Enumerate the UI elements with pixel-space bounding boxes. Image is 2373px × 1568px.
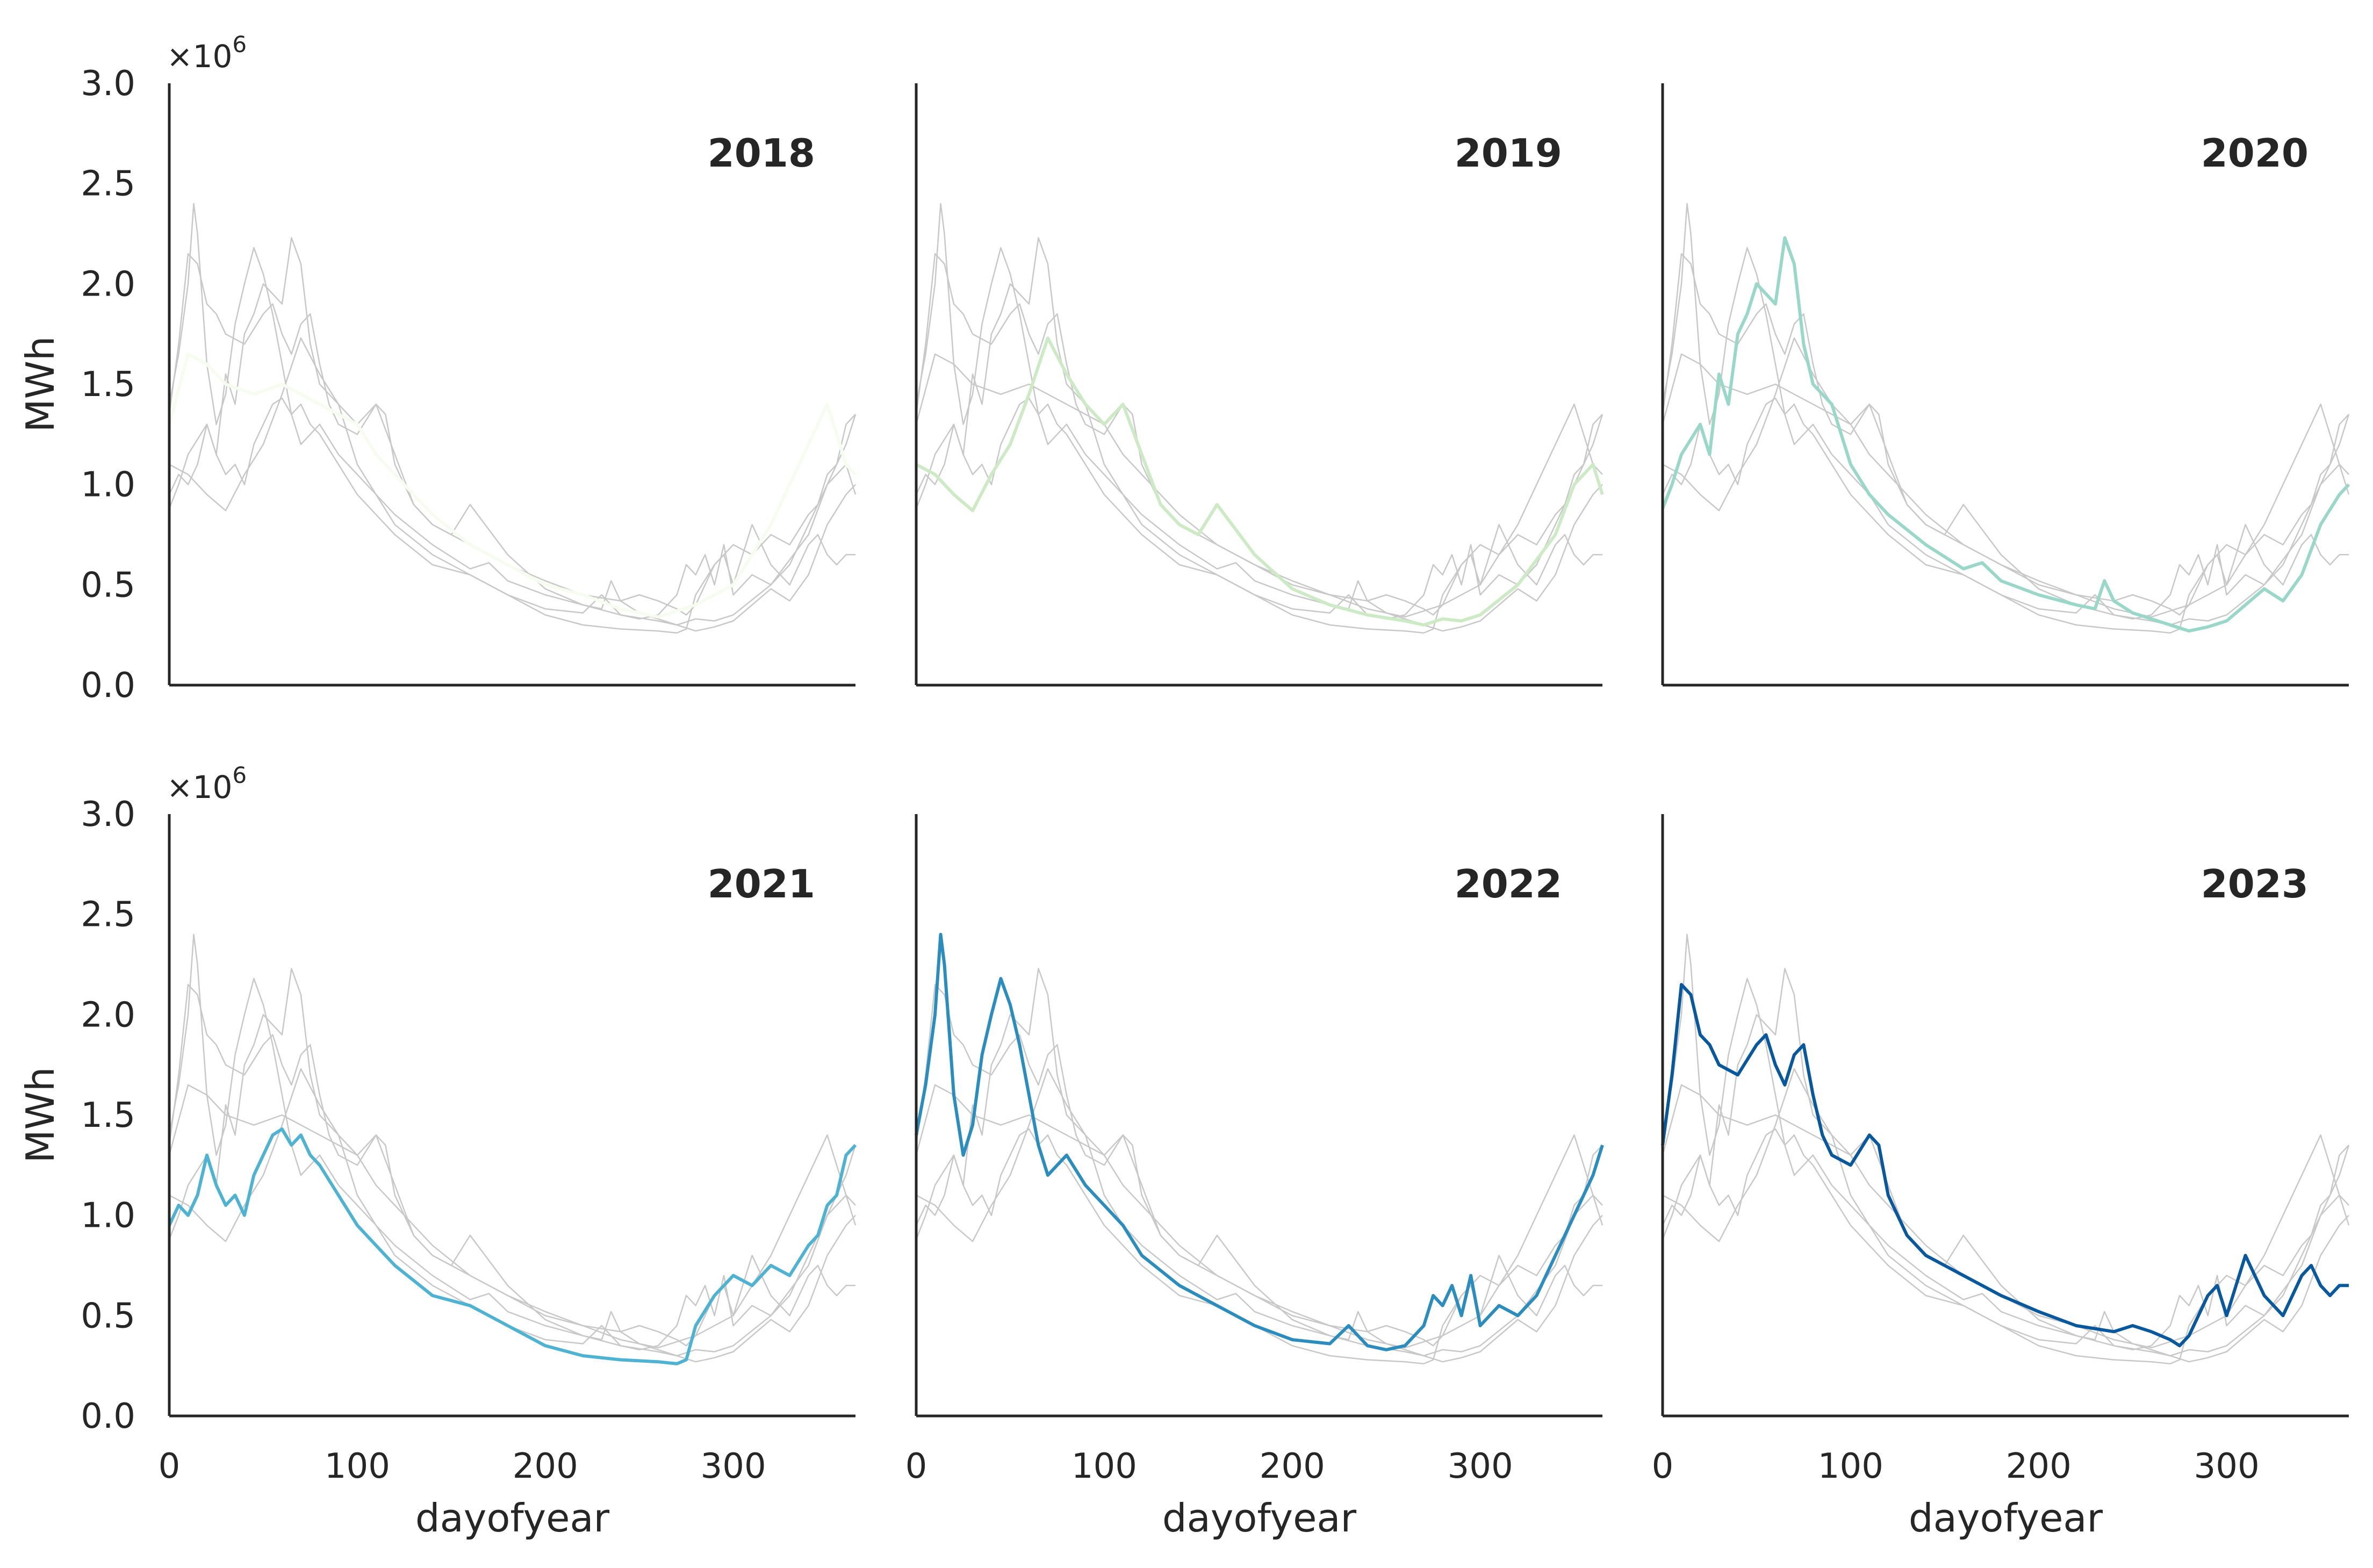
y-axis-title: MWh [18,1067,63,1163]
panel-2020: 2020 [1661,83,2350,687]
y-scale-label: ×106 [167,762,247,805]
y-tick-label: 1.5 [81,365,135,405]
highlight-line-2021 [168,1127,857,1365]
background-line-2023 [915,984,1602,1347]
x-tick-label: 300 [2194,1447,2260,1486]
y-tick-label: 1.0 [81,1196,135,1236]
x-tick-label: 200 [1260,1447,1325,1486]
x-tick-label: 100 [1072,1447,1137,1486]
x-axis-title: dayofyear [415,1495,610,1541]
y-tick-label: 1.5 [81,1096,135,1135]
background-line-2020 [915,968,1603,1363]
highlight-line-2023 [1661,983,2349,1348]
y-tick-label: 0.0 [81,666,135,706]
panel-2022: 2022 0 100 200 300 dayofyear [905,814,1604,1541]
y-tick-label: 0.5 [81,565,135,605]
panel-2019: 2019 [915,83,1604,687]
x-tick-label: 0 [905,1447,927,1486]
x-axis-title: dayofyear [1909,1495,2103,1541]
x-tick-label: 100 [1818,1447,1883,1486]
background-line-2021 [168,397,856,634]
background-line-2020 [915,237,1603,632]
background-line-2023 [168,984,855,1347]
background-line-2021 [1662,397,2349,634]
x-tick-label: 100 [325,1447,390,1486]
background-line-2018 [915,1084,1603,1349]
x-tick-label: 200 [513,1447,578,1486]
highlight-line-2022 [915,933,1604,1351]
background-line-2023 [168,253,855,616]
background-line-2020 [1662,968,2349,1363]
background-line-2021 [915,397,1603,634]
y-axis-title: MWh [18,336,63,433]
highlight-line-2019 [915,336,1604,627]
background-line-2022 [168,203,857,620]
y-tick-label: 2.5 [81,895,135,935]
background-line-2023 [1662,253,2349,616]
background-line-2022 [1662,933,2350,1351]
x-tick-label: 200 [2006,1447,2072,1486]
panel-title-2019: 2019 [1455,131,1562,176]
y-tick-label: 3.0 [81,795,135,835]
highlight-line-2020 [1661,236,2350,633]
panel-2021: 2021 0.0 0.5 1.0 1.5 2.0 2.5 3.0 ×106 MWh 0 100 200 3… [18,762,857,1541]
background-line-2020 [168,237,856,632]
highlight-line-2018 [168,353,857,619]
y-tick-label: 0.0 [81,1397,135,1436]
background-line-2018 [915,353,1603,618]
x-tick-label: 300 [701,1447,766,1486]
y-tick-label: 2.5 [81,164,135,204]
background-line-2021 [915,1128,1603,1365]
background-line-2018 [1662,353,2349,618]
y-tick-label: 2.0 [81,995,135,1035]
y-tick-label: 1.0 [81,465,135,505]
background-line-2020 [168,968,856,1363]
panel-title-2020: 2020 [2201,131,2309,176]
panel-title-2023: 2023 [2201,861,2309,907]
background-line-2022 [168,933,857,1351]
background-line-2018 [1662,1084,2349,1349]
y-tick-label: 2.0 [81,264,135,304]
y-tick-label: 0.5 [81,1296,135,1336]
x-axis-title: dayofyear [1162,1495,1357,1541]
panel-title-2018: 2018 [708,131,815,176]
panel-title-2021: 2021 [708,861,815,907]
y-scale-label: ×106 [167,31,247,75]
panel-title-2022: 2022 [1455,861,1562,907]
panel-2023: 2023 0 100 200 300 dayofyear [1652,814,2350,1541]
background-line-2023 [915,253,1602,616]
x-tick-label: 300 [1448,1447,1513,1486]
y-tick-label: 3.0 [81,64,135,104]
x-tick-label: 0 [1652,1447,1674,1486]
background-line-2022 [1662,203,2350,620]
x-tick-label: 0 [159,1447,181,1486]
background-line-2021 [1662,1128,2349,1365]
background-line-2022 [915,203,1603,620]
background-line-2018 [168,1084,856,1349]
panel-2018: 2018 0.0 0.5 1.0 1.5 2.0 2.5 3.0 ×106 MWh [18,31,857,706]
